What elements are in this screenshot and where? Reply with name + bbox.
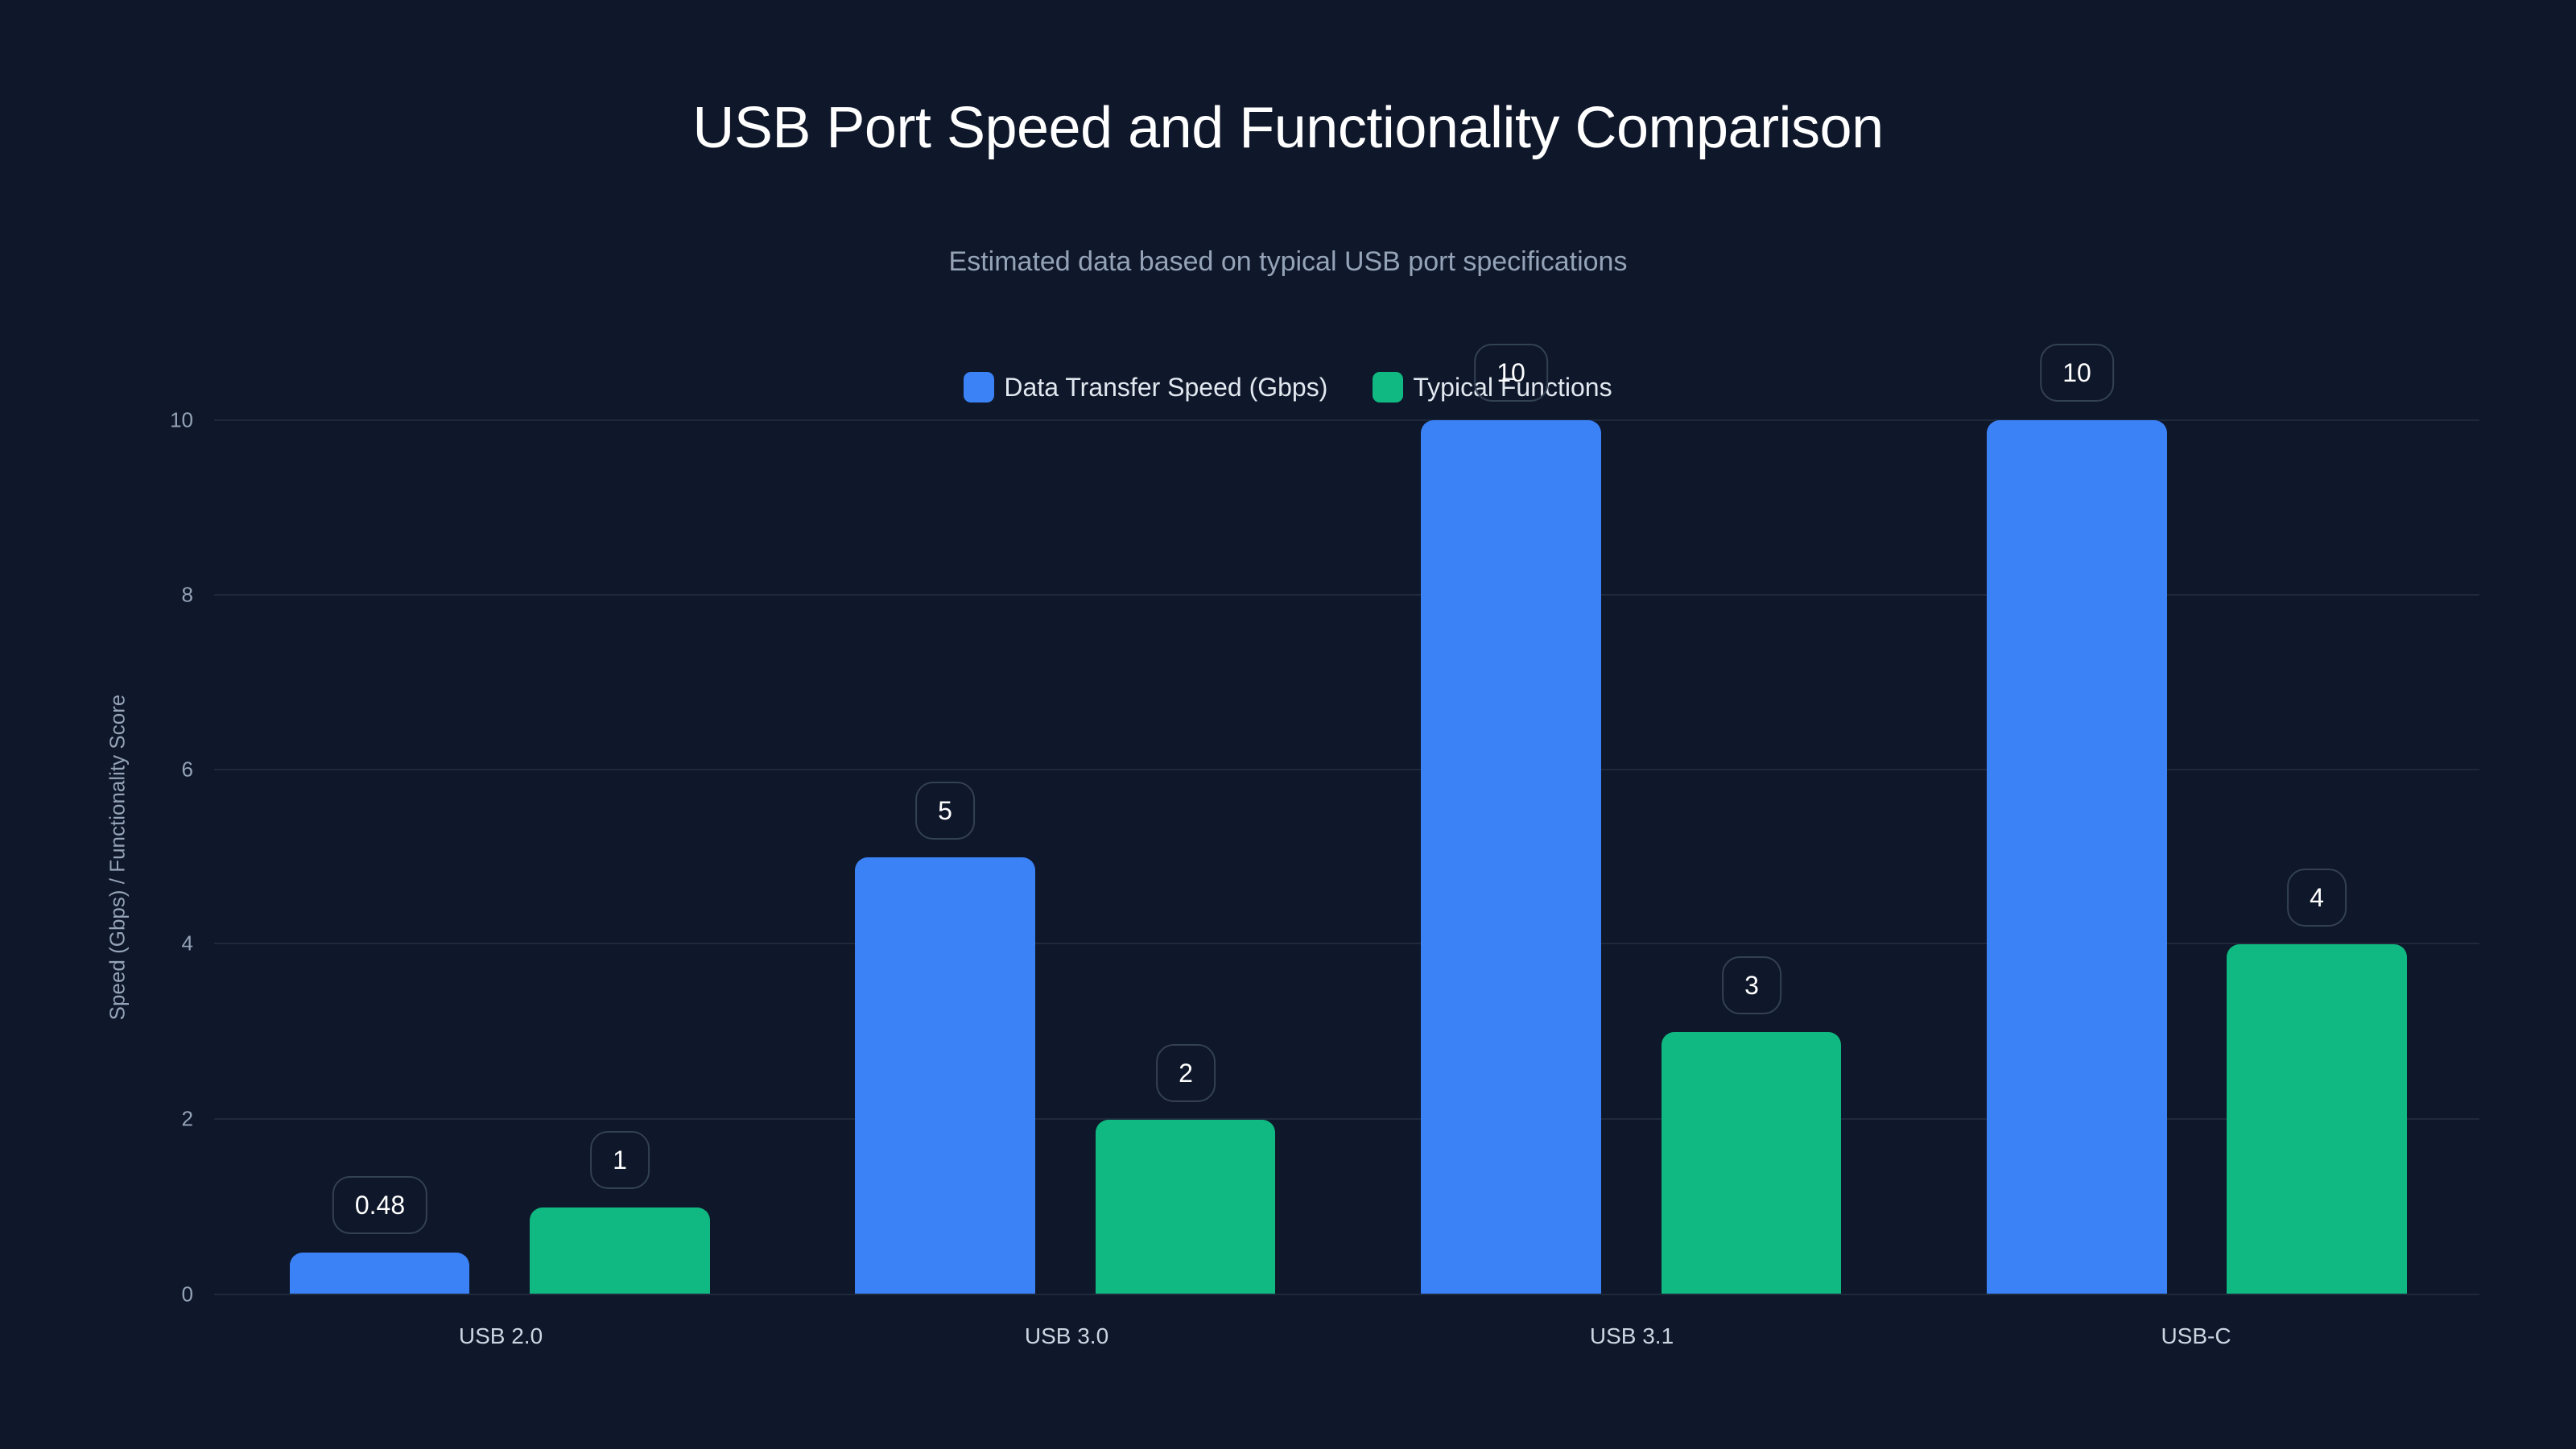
x-axis-baseline bbox=[214, 1294, 2479, 1295]
data-label-usb30-functions: 2 bbox=[1156, 1044, 1216, 1102]
data-label-usb31-speed: 10 bbox=[1474, 344, 1548, 402]
gridline-8 bbox=[214, 594, 2479, 596]
y-tick-4: 4 bbox=[181, 931, 193, 956]
legend-item-speed[interactable]: Data Transfer Speed (Gbps) bbox=[964, 372, 1327, 402]
bar-usbc-functions[interactable] bbox=[2227, 944, 2407, 1294]
data-label-usb20-functions: 1 bbox=[590, 1131, 650, 1189]
chart-subtitle: Estimated data based on typical USB port… bbox=[948, 246, 1628, 277]
gridline-4 bbox=[214, 943, 2479, 944]
x-tick-usb31: USB 3.1 bbox=[1589, 1323, 1674, 1348]
legend-label-speed: Data Transfer Speed (Gbps) bbox=[1004, 372, 1328, 402]
y-tick-2: 2 bbox=[181, 1106, 193, 1131]
chart-title: USB Port Speed and Functionality Compari… bbox=[692, 96, 1884, 160]
gridline-10 bbox=[214, 419, 2479, 421]
gridline-2 bbox=[214, 1118, 2479, 1120]
legend-label-functions: Typical Functions bbox=[1413, 372, 1612, 402]
legend-swatch-functions-icon bbox=[1373, 372, 1404, 402]
bar-usb30-functions[interactable] bbox=[1096, 1120, 1275, 1294]
bar-usbc-speed[interactable] bbox=[1987, 420, 2167, 1294]
y-tick-0: 0 bbox=[181, 1282, 193, 1307]
gridline-6 bbox=[214, 769, 2479, 770]
bar-usb31-functions[interactable] bbox=[1662, 1032, 1841, 1294]
x-tick-usbc: USB-C bbox=[2161, 1323, 2231, 1348]
y-tick-6: 6 bbox=[181, 757, 193, 782]
y-tick-8: 8 bbox=[181, 582, 193, 607]
legend-item-functions[interactable]: Typical Functions bbox=[1373, 372, 1612, 402]
bar-usb20-speed[interactable] bbox=[290, 1253, 469, 1294]
bar-usb31-speed[interactable] bbox=[1421, 420, 1601, 1294]
x-tick-usb30: USB 3.0 bbox=[1024, 1323, 1109, 1348]
data-label-usbc-functions: 4 bbox=[2287, 869, 2347, 927]
x-tick-usb20: USB 2.0 bbox=[458, 1323, 543, 1348]
bar-usb20-functions[interactable] bbox=[530, 1208, 710, 1294]
bar-usb30-speed[interactable] bbox=[855, 857, 1035, 1294]
data-label-usb31-functions: 3 bbox=[1722, 956, 1781, 1014]
data-label-usb20-speed: 0.48 bbox=[332, 1176, 428, 1234]
data-label-usbc-speed: 10 bbox=[2040, 344, 2114, 402]
data-label-usb30-speed: 5 bbox=[915, 782, 975, 840]
legend-swatch-speed-icon bbox=[964, 372, 995, 402]
y-tick-10: 10 bbox=[170, 407, 193, 432]
legend: Data Transfer Speed (Gbps) Typical Funct… bbox=[0, 372, 2576, 402]
y-axis-title: Speed (Gbps) / Functionality Score bbox=[105, 694, 130, 1021]
